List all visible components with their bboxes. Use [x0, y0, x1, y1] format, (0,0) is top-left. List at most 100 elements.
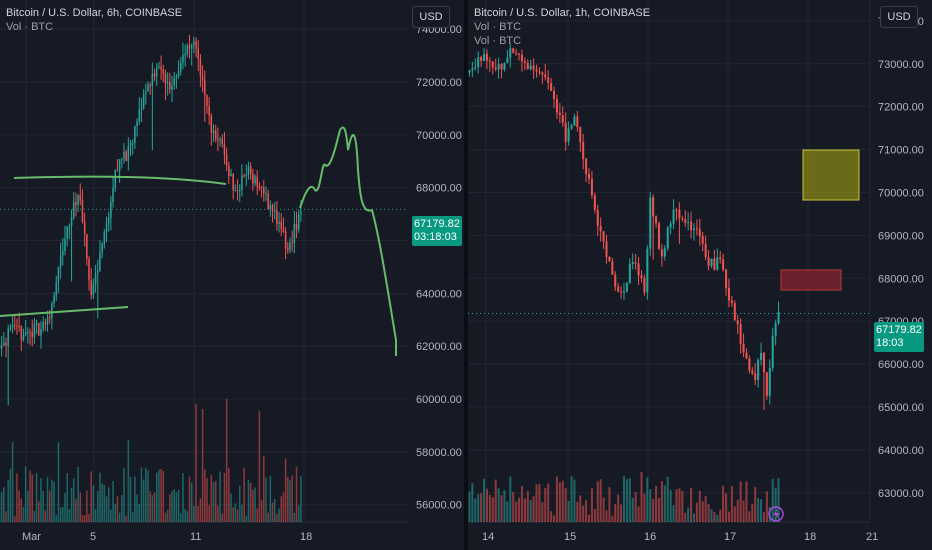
- volume-bar: [142, 479, 145, 522]
- left-currency-button[interactable]: USD: [412, 6, 450, 28]
- volume-bar: [602, 497, 605, 522]
- candle-body: [596, 210, 599, 226]
- volume-bar: [29, 470, 31, 522]
- volume-bar: [500, 495, 503, 522]
- volume-bar: [652, 498, 655, 522]
- candle-body: [81, 200, 84, 222]
- volume-bar: [70, 487, 73, 522]
- candle-body: [287, 248, 289, 251]
- volume-bar: [657, 497, 661, 522]
- candle-body: [289, 242, 291, 251]
- volume-bar: [68, 509, 71, 522]
- volume-bar: [247, 480, 250, 522]
- candle-body: [24, 332, 27, 335]
- volume-bar: [520, 485, 523, 522]
- right-chart-pane[interactable]: 74000.0073000.0072000.0071000.0070000.00…: [468, 0, 932, 550]
- volume-bar: [99, 472, 101, 522]
- candle-body: [77, 195, 79, 206]
- candle-body: [33, 324, 36, 338]
- volume-bar: [506, 501, 509, 522]
- y-tick-label: 64000.00: [416, 288, 462, 300]
- candle-body: [771, 335, 774, 369]
- candle-body: [762, 352, 765, 373]
- candle-body: [587, 173, 591, 179]
- volume-bar: [62, 506, 64, 522]
- volume-bar: [208, 505, 210, 522]
- candle-body: [44, 322, 47, 325]
- candle-body: [754, 373, 757, 380]
- volume-bar: [590, 488, 593, 522]
- volume-bar: [20, 498, 23, 522]
- left-chart-canvas[interactable]: 74000.0072000.0070000.0068000.0066000.00…: [0, 0, 464, 550]
- right-volume-indicator-label-2[interactable]: Vol · BTC: [474, 35, 522, 47]
- right-currency-button[interactable]: USD: [880, 6, 918, 28]
- candle-body: [727, 287, 730, 301]
- volume-bar: [774, 487, 777, 522]
- volume-bar: [13, 515, 16, 522]
- volume-bar: [768, 507, 771, 522]
- volume-bar: [16, 473, 18, 522]
- volume-bar: [742, 500, 745, 522]
- x-tick-label: 5: [90, 531, 96, 543]
- volume-bar: [547, 483, 550, 522]
- candle-body: [129, 142, 132, 147]
- volume-bar: [745, 481, 748, 522]
- x-tick-label: 21: [866, 531, 878, 543]
- volume-bar: [217, 505, 219, 522]
- candle-body: [182, 55, 184, 63]
- candle-body: [131, 142, 134, 144]
- candle-body: [72, 202, 75, 218]
- volume-bar: [669, 490, 672, 522]
- volume-bar: [55, 515, 58, 522]
- candle-body: [602, 231, 605, 242]
- candle-body: [573, 116, 576, 126]
- right-volume-indicator-label-1[interactable]: Vol · BTC: [474, 21, 522, 33]
- volume-bar: [131, 512, 134, 522]
- left-chart-pane[interactable]: 74000.0072000.0070000.0068000.0066000.00…: [0, 0, 464, 550]
- volume-bar: [38, 501, 40, 522]
- candle-body: [675, 209, 678, 211]
- left-last-price: 67179.82: [414, 218, 460, 230]
- left-volume-indicator-label[interactable]: Vol · BTC: [6, 21, 54, 33]
- x-tick-label: 17: [724, 531, 736, 543]
- y-tick-label: 70000.00: [416, 130, 462, 142]
- volume-bar: [655, 485, 658, 522]
- candle-body: [241, 175, 243, 191]
- candle-body: [692, 228, 696, 231]
- volume-bar: [544, 487, 547, 522]
- volume-bar: [228, 468, 230, 522]
- candle-body: [707, 257, 710, 267]
- candle-body: [282, 229, 285, 232]
- right-last-price: 67179.82: [876, 324, 922, 336]
- candle-body: [585, 158, 588, 174]
- volume-bar: [567, 500, 570, 522]
- x-tick-label: 11: [190, 531, 201, 543]
- candle-body: [544, 74, 547, 78]
- candle-body: [719, 257, 722, 260]
- volume-bar: [107, 487, 110, 522]
- candle-body: [552, 90, 556, 99]
- candle-body: [291, 242, 293, 244]
- candle-body: [13, 325, 16, 327]
- volume-bar: [681, 491, 684, 522]
- long-target-box: [802, 149, 860, 201]
- volume-bar: [509, 476, 512, 522]
- candle-body: [118, 159, 121, 171]
- right-chart-canvas[interactable]: 74000.0073000.0072000.0071000.0070000.00…: [468, 0, 932, 550]
- candle-body: [550, 82, 553, 91]
- volume-bar: [497, 488, 500, 522]
- y-tick-label: 68000.00: [416, 183, 462, 195]
- x-tick-label: 16: [644, 531, 656, 543]
- volume-bar: [18, 490, 20, 522]
- candle-body: [101, 243, 103, 253]
- y-tick-label: 69000.00: [878, 230, 924, 242]
- volume-bar: [22, 507, 25, 522]
- volume-bar: [199, 498, 202, 522]
- candle-body: [582, 141, 585, 159]
- volume-bar: [263, 456, 265, 522]
- candle-body: [247, 166, 250, 175]
- pane-divider[interactable]: [464, 0, 468, 550]
- candle-body: [293, 224, 296, 244]
- volume-bar: [188, 476, 191, 522]
- volume-bar: [145, 467, 147, 522]
